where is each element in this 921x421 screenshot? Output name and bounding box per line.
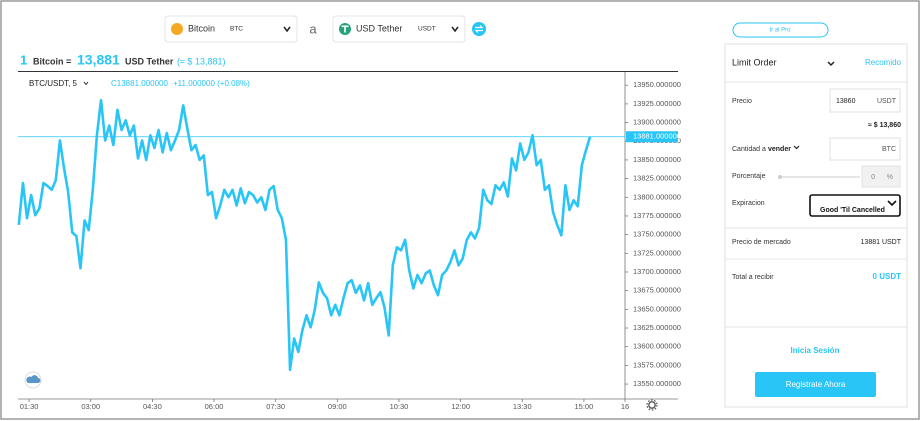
bitcoin-icon bbox=[171, 23, 183, 35]
rate-value: 13,881 bbox=[77, 52, 120, 68]
y-tick-label: 13600.000000 bbox=[633, 342, 681, 351]
rate-eq: = bbox=[66, 56, 71, 66]
chart-symbol[interactable]: BTC/USDT, 5 bbox=[29, 79, 78, 88]
y-tick-label: 13800.000000 bbox=[633, 192, 681, 201]
y-tick-label: 13825.000000 bbox=[633, 174, 681, 183]
y-tick-label: 13700.000000 bbox=[633, 267, 681, 276]
x-tick-label: 09:00 bbox=[328, 402, 347, 411]
chart-change: +11.000000 (+0.08%) bbox=[173, 79, 250, 88]
price-value: 13860 bbox=[836, 98, 856, 105]
y-tick-label: 13900.000000 bbox=[633, 118, 681, 127]
x-tick-label: 16 bbox=[621, 402, 629, 411]
register-button[interactable] bbox=[755, 372, 876, 397]
y-tick-label: 13850.000000 bbox=[633, 155, 681, 164]
x-tick-label: 04:30 bbox=[143, 402, 162, 411]
gear-icon[interactable] bbox=[648, 401, 656, 409]
recommended[interactable]: Recomido bbox=[865, 58, 902, 67]
chevron bbox=[793, 145, 800, 150]
rate-from: Bitcoin bbox=[33, 56, 64, 66]
rate-amount: 1 bbox=[20, 52, 27, 67]
login-link[interactable]: Inicia Sesión bbox=[791, 346, 840, 355]
expiry-select[interactable] bbox=[809, 194, 901, 217]
chevron bbox=[83, 81, 89, 86]
percent-value: 0 bbox=[871, 174, 875, 181]
chevron bbox=[451, 26, 459, 33]
y-tick-label: 13925.000000 bbox=[633, 99, 681, 108]
x-tick-label: 03:00 bbox=[81, 402, 100, 411]
expiry-label: Expiracion bbox=[732, 200, 765, 207]
y-tick-label: 13625.000000 bbox=[633, 323, 681, 332]
total-label: Total a recibir bbox=[732, 274, 774, 281]
y-tick-label: 13750.000000 bbox=[633, 230, 681, 239]
chevron bbox=[283, 26, 291, 33]
y-tick-label: 13650.000000 bbox=[633, 304, 681, 313]
from-name: Bitcoin bbox=[188, 23, 215, 33]
total-value: 0 USDT bbox=[873, 272, 902, 281]
swap-icon[interactable] bbox=[472, 22, 486, 36]
x-tick-label: 13:30 bbox=[513, 402, 532, 411]
last-price-label: 13881.000000 bbox=[633, 132, 681, 141]
market-label: Precio de mercado bbox=[732, 239, 791, 246]
gear-teeth bbox=[646, 399, 658, 411]
from-select[interactable]: Bitcoin BTC bbox=[164, 15, 298, 43]
y-tick-label: 13575.000000 bbox=[633, 360, 681, 369]
select-box[interactable] bbox=[164, 15, 298, 43]
side[interactable]: vender bbox=[768, 146, 791, 153]
y-tick-label: 13950.000000 bbox=[633, 80, 681, 89]
swap-glyph bbox=[474, 25, 484, 33]
amount-label: Cantidad a bbox=[732, 146, 766, 153]
from-code: BTC bbox=[230, 26, 243, 33]
amount-unit: BTC bbox=[882, 146, 896, 153]
percent-input[interactable] bbox=[861, 165, 901, 188]
percent-label: Porcentaje bbox=[732, 173, 766, 180]
pro-button[interactable] bbox=[732, 22, 829, 38]
cloud-icon bbox=[26, 375, 41, 383]
chart-close: C13881.000000 bbox=[111, 79, 168, 88]
order-type[interactable]: Limit Order bbox=[732, 57, 777, 67]
pro-label: Ir al Pro bbox=[769, 28, 791, 34]
chevron bbox=[827, 61, 835, 67]
settings-button[interactable] bbox=[646, 399, 658, 411]
slider-knob[interactable] bbox=[778, 175, 782, 179]
y-tick-label: 13550.000000 bbox=[633, 379, 681, 388]
price-line bbox=[17, 98, 592, 372]
connector: a bbox=[309, 21, 317, 36]
price-label: Precio bbox=[732, 98, 752, 105]
rate-to: USD Tether bbox=[125, 56, 174, 66]
market-value: 13881 USDT bbox=[861, 239, 902, 246]
tether-glyph bbox=[344, 25, 346, 33]
select-box[interactable] bbox=[332, 15, 466, 43]
swap-button[interactable] bbox=[472, 22, 486, 36]
x-tick-label: 07:30 bbox=[266, 402, 285, 411]
price-usd: ≈ $ 13,860 bbox=[868, 122, 901, 129]
percent-unit: % bbox=[887, 174, 893, 181]
x-tick-label: 12:00 bbox=[451, 402, 470, 411]
register-label: Registrate Ahora bbox=[786, 380, 846, 389]
to-select[interactable]: USD Tether USDT bbox=[332, 15, 466, 43]
price-unit: USDT bbox=[877, 98, 897, 105]
x-tick-label: 10:30 bbox=[390, 402, 409, 411]
y-tick-label: 13675.000000 bbox=[633, 286, 681, 295]
amount-input[interactable] bbox=[829, 137, 901, 161]
x-tick-label: 06:00 bbox=[205, 402, 224, 411]
cloud-button[interactable] bbox=[24, 371, 42, 389]
to-name: USD Tether bbox=[356, 23, 402, 33]
chevron bbox=[887, 200, 897, 207]
y-tick-label: 13775.000000 bbox=[633, 211, 681, 220]
last-price-box bbox=[626, 131, 678, 143]
price-input[interactable] bbox=[829, 88, 901, 113]
y-tick-label: 13725.000000 bbox=[633, 248, 681, 257]
expiry-value: Good 'Til Cancelled bbox=[820, 207, 885, 214]
x-tick-label: 01:30 bbox=[20, 402, 39, 411]
x-tick-label: 15:00 bbox=[575, 402, 594, 411]
rate-approx: (≈ $ 13,881) bbox=[177, 56, 225, 66]
to-code: USDT bbox=[418, 26, 436, 33]
